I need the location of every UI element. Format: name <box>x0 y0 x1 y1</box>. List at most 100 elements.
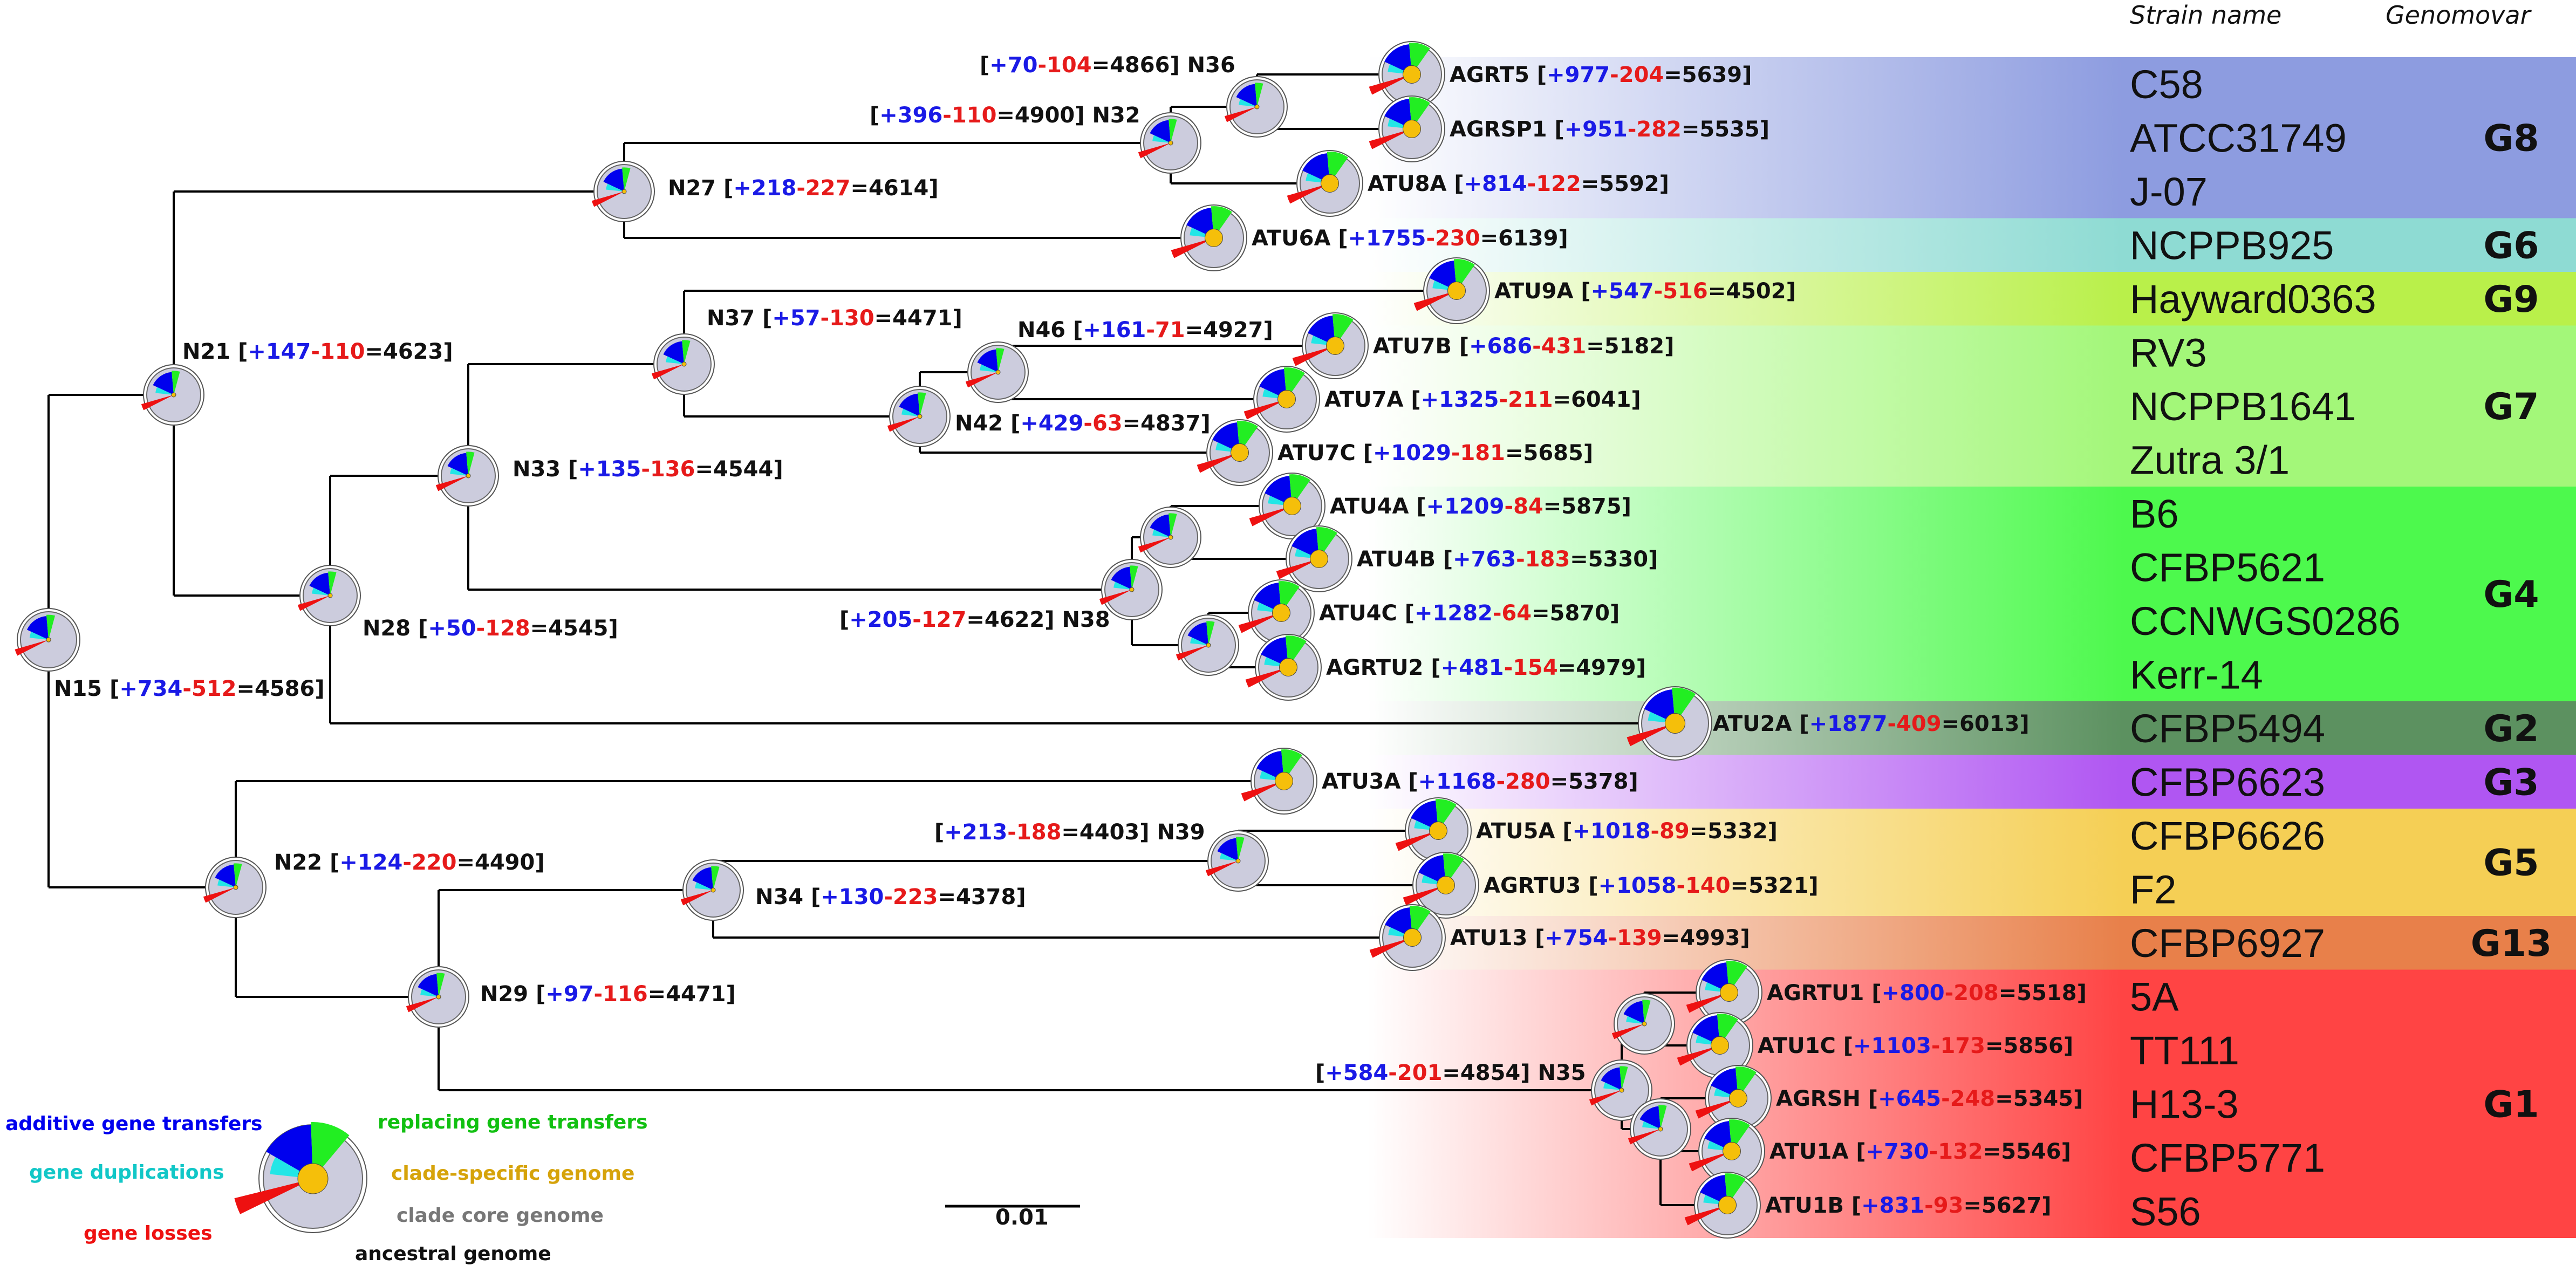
node-pie-n32 <box>1138 112 1201 174</box>
label-part: =4403] N39 <box>1061 820 1205 845</box>
label-atu1a: ATU1A [+730-132=5546] <box>1769 1139 2071 1164</box>
label-agrsp1: AGRSP1 [+951-282=5535] <box>1450 117 1769 142</box>
label-part: +97 <box>545 982 593 1007</box>
label-part: =4993] <box>1662 926 1750 950</box>
strain-name: RV3 <box>2130 331 2207 375</box>
label-part: =5627] <box>1963 1193 2051 1218</box>
label-part: =4900] N32 <box>996 103 1140 128</box>
label-n32: [+396-110=4900] N32 <box>870 103 1140 128</box>
genomovar-band-fade <box>1368 701 2123 755</box>
label-part: N42 [ <box>955 411 1020 436</box>
label-agrtu2: AGRTU2 [+481-154=4979] <box>1326 655 1646 680</box>
label-part: ATU3A [ <box>1322 769 1418 794</box>
genomovar-band <box>2123 701 2576 755</box>
label-part: +730 <box>1866 1139 1929 1164</box>
label-atu8a: ATU8A [+814-122=5592] <box>1368 172 1669 196</box>
node-pie-n40 <box>1611 993 1675 1055</box>
label-part: +584 <box>1325 1061 1388 1085</box>
legend-core: clade core genome <box>397 1205 604 1227</box>
strain-name: NCPPB925 <box>2130 223 2334 268</box>
strain-name: CFBP5771 <box>2130 1136 2325 1180</box>
label-part: -188 <box>1007 820 1061 845</box>
node-pie-n22 <box>203 857 267 918</box>
strain-name: CFBP5494 <box>2130 706 2325 751</box>
label-part: -139 <box>1608 926 1662 950</box>
label-part: =5685] <box>1505 441 1593 466</box>
label-atu4b: ATU4B [+763-183=5330] <box>1357 547 1658 572</box>
node-pie-n36 <box>1224 76 1288 138</box>
label-part: -183 <box>1516 547 1570 572</box>
strain-name: Zutra 3/1 <box>2130 438 2290 483</box>
node-pie-atu1c <box>1677 1012 1753 1079</box>
strain-name: CFBP6623 <box>2130 760 2325 805</box>
label-part: =5856] <box>1985 1034 2073 1058</box>
label-n39: [+213-188=4403] N39 <box>934 820 1205 845</box>
node-pie-n39 <box>1205 830 1269 892</box>
label-part: AGRT5 [ <box>1450 63 1547 87</box>
label-part: ATU7B [ <box>1373 334 1469 359</box>
label-part: +130 <box>821 885 884 909</box>
strain-column: C58 ATCC31749 J-07 G8 NCPPB925 G6 Hayward0363 G… <box>2130 62 2552 1234</box>
label-part: -220 <box>402 850 456 875</box>
genomovar-band-fade <box>1368 487 2123 701</box>
label-atu4a: ATU4A [+1209-84=5875] <box>1330 494 1631 519</box>
genomovar-band-fade <box>1368 916 2123 970</box>
label-part: =5345] <box>1995 1086 2083 1111</box>
genomovar-band <box>2123 809 2576 916</box>
label-atu1c: ATU1C [+1103-173=5856] <box>1758 1034 2073 1058</box>
strain-name: Kerr-14 <box>2130 653 2263 697</box>
genomovar-band <box>2123 969 2576 1238</box>
node-pie-n41 <box>1628 1098 1691 1160</box>
label-part: -84 <box>1504 494 1543 519</box>
label-part: N21 [ <box>182 339 248 364</box>
label-part: =5875] <box>1543 494 1631 519</box>
genomovar-band-fade <box>1368 325 2123 487</box>
label-part: ATU1C [ <box>1758 1034 1853 1058</box>
label-agrtu1: AGRTU1 [+800-208=5518] <box>1767 981 2087 1006</box>
label-atu9a: ATU9A [+547-516=4502] <box>1494 279 1796 304</box>
label-part: =6139] <box>1480 226 1568 251</box>
label-part: -409 <box>1887 712 1941 736</box>
genomovar-band-fade <box>1368 218 2123 272</box>
label-n42: N42 [+429-63=4837] <box>955 411 1211 436</box>
label-part: ATU4A [ <box>1330 494 1426 519</box>
node-pie-n46 <box>965 341 1029 403</box>
label-part: AGRSP1 [ <box>1450 117 1564 142</box>
label-part: ATU7C [ <box>1277 441 1373 466</box>
genomovar-band-fade <box>1368 809 2123 916</box>
genomovar-header: Genomovar <box>2386 1 2532 30</box>
legend-ancestral: ancestral genome <box>355 1243 551 1265</box>
label-part: ATU4C [ <box>1319 601 1415 626</box>
node-pie-atu13 <box>1369 904 1446 971</box>
label-part: +754 <box>1545 926 1608 950</box>
label-part: +1282 <box>1415 601 1493 626</box>
node-pie-n43 <box>1138 507 1201 568</box>
label-part: =4927] <box>1185 318 1273 343</box>
label-part: ATU9A [ <box>1494 279 1591 304</box>
label-n22: N22 [+124-220=4490] <box>274 850 545 875</box>
genomovar-label: G2 <box>2483 708 2539 750</box>
genomovar-bands <box>1368 57 2576 1238</box>
label-part: +734 <box>119 676 182 701</box>
label-part: N37 [ <box>707 306 772 331</box>
strain-name: B6 <box>2130 491 2179 536</box>
legend-replacing: replacing gene transfers <box>378 1111 648 1133</box>
strain-name: CFBP5621 <box>2130 545 2325 590</box>
scale-bar-label: 0.01 <box>995 1205 1049 1230</box>
label-part: [ <box>870 103 879 128</box>
label-part: -89 <box>1650 819 1689 844</box>
label-part: +213 <box>944 820 1007 845</box>
label-part: =5518] <box>1999 981 2087 1006</box>
label-part: =4622] N38 <box>966 607 1110 632</box>
genomovar-label: G7 <box>2483 386 2539 428</box>
node-pie-atu4c <box>1238 579 1315 646</box>
label-part: +1168 <box>1418 769 1497 794</box>
genomovar-label: G4 <box>2483 573 2539 616</box>
legend-duplications: gene duplications <box>29 1161 224 1184</box>
label-part: +57 <box>772 306 820 331</box>
label-part: -512 <box>182 676 236 701</box>
label-part: -230 <box>1426 226 1480 251</box>
node-pie-n34 <box>680 859 744 921</box>
label-part: ATU5A [ <box>1476 819 1573 844</box>
label-part: +218 <box>733 176 796 201</box>
